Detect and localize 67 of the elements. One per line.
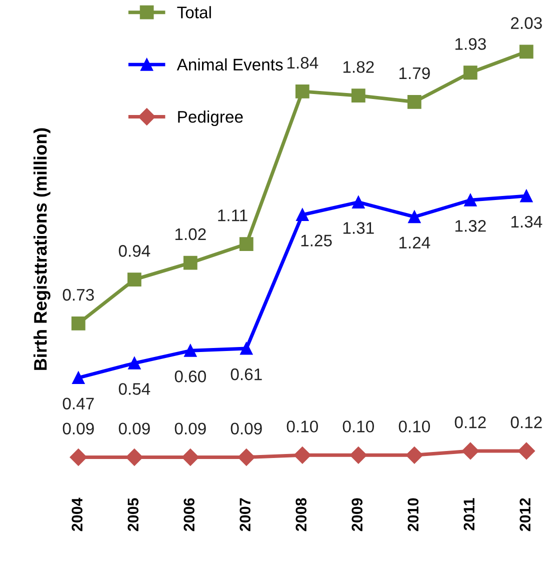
data-label: 0.09 xyxy=(118,422,150,435)
point xyxy=(352,196,365,208)
x-tick-label: 2005 xyxy=(128,498,138,532)
point xyxy=(351,88,366,103)
point xyxy=(407,94,422,109)
x-tick-label: 2004 xyxy=(72,498,82,532)
point xyxy=(126,448,143,466)
point xyxy=(463,66,478,80)
point xyxy=(182,448,199,466)
point xyxy=(71,316,86,330)
data-label: 1.84 xyxy=(287,56,318,69)
data-label: 1.32 xyxy=(455,220,486,232)
point xyxy=(128,356,141,370)
point xyxy=(240,342,253,355)
point xyxy=(127,272,142,287)
data-label: 0.10 xyxy=(342,420,374,432)
point xyxy=(464,194,477,206)
data-label: 0.73 xyxy=(62,288,94,301)
x-tick-label: 2011 xyxy=(464,498,474,530)
data-label: 1.11 xyxy=(218,210,248,222)
data-label: 0.12 xyxy=(454,416,486,428)
data-label: 0.47 xyxy=(62,398,94,410)
data-label: 0.12 xyxy=(510,416,542,428)
legend-label: Total xyxy=(177,6,211,18)
point xyxy=(295,84,310,98)
data-label: 0.94 xyxy=(118,245,150,257)
data-label: 0.09 xyxy=(62,422,94,435)
x-tick-label: 2008 xyxy=(296,498,306,532)
point xyxy=(408,210,421,224)
point xyxy=(519,44,534,59)
data-label: 1.02 xyxy=(175,228,206,240)
data-label: 0.61 xyxy=(230,368,262,380)
data-label: 1.93 xyxy=(455,38,486,50)
data-label: 1.31 xyxy=(343,222,374,234)
data-label: 1.79 xyxy=(399,67,430,80)
point xyxy=(294,446,311,464)
data-label: 0.60 xyxy=(174,370,206,382)
point xyxy=(239,237,254,251)
point xyxy=(72,372,85,384)
data-label: 0.09 xyxy=(174,422,206,435)
point xyxy=(518,442,535,460)
point xyxy=(70,448,87,466)
x-tick-label: 2006 xyxy=(184,498,194,532)
x-tick-label: 2007 xyxy=(240,498,250,532)
data-label: 1.24 xyxy=(399,236,430,248)
x-tick-label: 2012 xyxy=(520,498,530,532)
legend-label: Pedigree xyxy=(178,110,243,126)
x-tick-label: 2010 xyxy=(408,498,418,532)
point xyxy=(406,446,423,464)
data-label: 1.82 xyxy=(343,61,374,73)
point xyxy=(350,446,367,464)
data-label: 1.25 xyxy=(301,234,332,246)
point xyxy=(238,448,255,466)
point xyxy=(183,256,198,270)
legend-label: Animal Events xyxy=(176,58,283,71)
point xyxy=(184,344,197,357)
data-label: 0.10 xyxy=(286,420,318,432)
data-label: 2.03 xyxy=(511,17,542,29)
point xyxy=(462,442,479,460)
point xyxy=(520,190,533,202)
data-label: 0.10 xyxy=(398,420,430,432)
data-label: 0.09 xyxy=(230,422,262,435)
data-label: 0.54 xyxy=(118,383,150,395)
point xyxy=(296,208,309,222)
x-tick-label: 2009 xyxy=(352,498,362,532)
data-label: 1.34 xyxy=(511,216,542,228)
y-axis-title: Birth Registtrations (million) xyxy=(34,128,50,370)
